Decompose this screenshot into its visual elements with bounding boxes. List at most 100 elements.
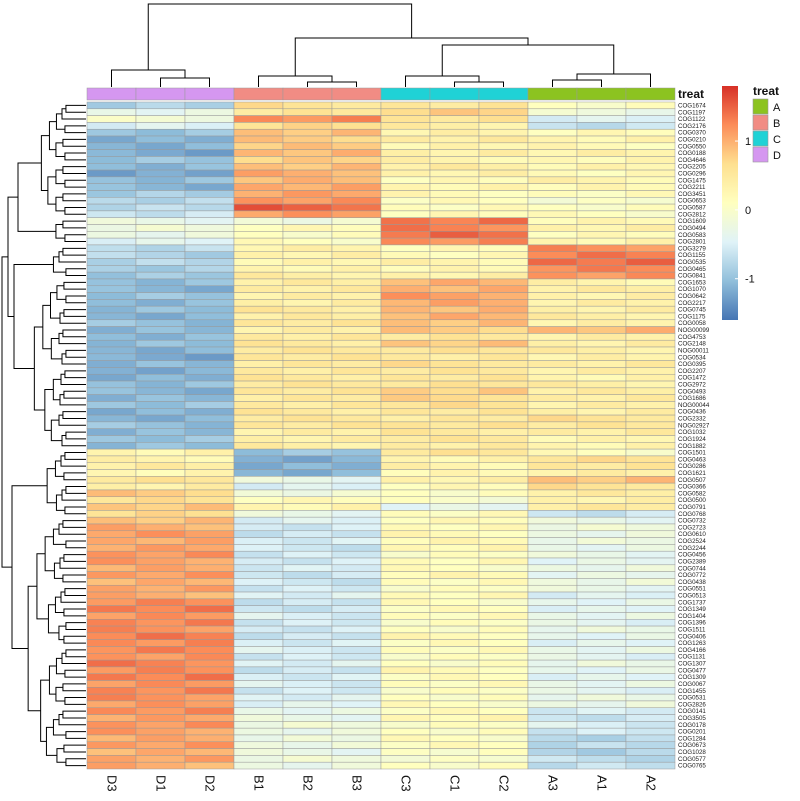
heatmap-cell	[184, 653, 235, 661]
heatmap-cell	[429, 687, 480, 695]
heatmap-cell	[233, 265, 284, 273]
heatmap-cell	[331, 544, 382, 552]
heatmap-cell	[625, 632, 676, 640]
column-label: A2	[644, 775, 659, 791]
heatmap-cell	[478, 312, 529, 321]
heatmap-cell	[429, 496, 480, 504]
heatmap-cell	[576, 156, 627, 164]
column-dendrogram-branch	[147, 3, 413, 70]
row-dendrogram-branch	[63, 635, 86, 644]
heatmap-cell	[478, 612, 529, 620]
heatmap-cell	[380, 115, 431, 123]
heatmap-cell	[86, 156, 137, 164]
heatmap-cell	[331, 251, 382, 259]
heatmap-cell	[135, 312, 186, 321]
heatmap-cell	[380, 544, 431, 552]
heatmap-cell	[527, 693, 578, 702]
heatmap-cell	[527, 435, 578, 443]
heatmap-cell	[478, 394, 529, 402]
heatmap-cell	[184, 687, 235, 695]
heatmap-cell	[184, 115, 235, 123]
row-dendrogram-branch	[63, 309, 86, 317]
treat-legend-label: A	[773, 102, 781, 114]
row-dendrogram-branch	[45, 726, 57, 756]
heatmap-cell	[625, 673, 676, 681]
heatmap-cell	[429, 639, 480, 647]
heatmap-cell	[331, 564, 382, 572]
heatmap-cell	[380, 537, 431, 545]
heatmap-cell	[86, 707, 137, 715]
heatmap-cell	[184, 278, 235, 287]
heatmap-cell	[135, 605, 186, 613]
heatmap-cell	[576, 387, 627, 395]
heatmap-cell	[527, 299, 578, 307]
heatmap-cell	[184, 237, 235, 246]
heatmap-cell	[135, 387, 186, 395]
heatmap-cell	[380, 639, 431, 647]
heatmap-cell	[576, 319, 627, 327]
heatmap-cell	[527, 489, 578, 498]
heatmap-cell	[331, 176, 382, 184]
heatmap-cell	[135, 761, 186, 770]
heatmap-cell	[233, 632, 284, 640]
row-label: COG1475	[678, 177, 706, 184]
heatmap-cell	[478, 271, 529, 280]
heatmap-cell	[576, 373, 627, 382]
row-label: COG0507	[678, 477, 706, 484]
heatmap-cell	[86, 435, 137, 443]
heatmap-cell	[135, 564, 186, 572]
row-label: COG1263	[678, 640, 706, 647]
heatmap-cell	[527, 169, 578, 178]
row-label: COG2524	[678, 538, 706, 545]
heatmap-cell	[282, 537, 333, 545]
heatmap-cell	[86, 244, 137, 252]
row-dendrogram-branch	[64, 179, 86, 188]
row-dendrogram-branch	[65, 540, 86, 549]
heatmap-cell	[86, 190, 137, 198]
row-dendrogram-branch	[1, 256, 12, 568]
heatmap-cell	[233, 319, 284, 327]
heatmap-cell	[576, 414, 627, 423]
heatmap-cell	[233, 163, 284, 171]
heatmap-cell	[380, 122, 431, 130]
heatmap-cell	[135, 231, 186, 239]
heatmap-cell	[478, 401, 529, 409]
heatmap-cell	[625, 564, 676, 572]
heatmap-cell	[527, 428, 578, 436]
heatmap-cell	[233, 659, 284, 668]
heatmap-cell	[478, 462, 529, 470]
heatmap-cell	[478, 653, 529, 661]
heatmap-cell	[625, 135, 676, 144]
heatmap-cell	[86, 632, 137, 640]
row-dendrogram-branch	[63, 744, 86, 753]
heatmap-cell	[576, 101, 627, 110]
heatmap-cell	[86, 721, 137, 729]
heatmap-cell	[184, 271, 235, 280]
heatmap-cell	[429, 448, 480, 457]
heatmap-cell	[86, 489, 137, 498]
heatmap-cell	[331, 578, 382, 586]
heatmap-cell	[233, 442, 284, 450]
heatmap-cell	[429, 360, 480, 368]
row-label: COG0296	[678, 171, 706, 178]
heatmap-cell	[331, 401, 382, 409]
heatmap-cell	[429, 224, 480, 232]
heatmap-cell	[331, 755, 382, 763]
heatmap-cell	[184, 169, 235, 178]
heatmap-cell	[625, 578, 676, 586]
heatmap-cell	[576, 550, 627, 559]
heatmap-cell	[135, 135, 186, 144]
heatmap-cell	[429, 108, 480, 116]
heatmap-cell	[135, 625, 186, 634]
heatmap-cell	[380, 530, 431, 538]
heatmap-cell	[576, 700, 627, 708]
heatmap-cell	[625, 339, 676, 348]
heatmap-cell	[380, 448, 431, 457]
heatmap-cell	[429, 101, 480, 110]
heatmap-cell	[478, 693, 529, 702]
row-dendrogram-branch	[64, 669, 86, 678]
heatmap-cell	[331, 217, 382, 225]
heatmap-cell	[331, 571, 382, 579]
heatmap-cell	[527, 632, 578, 640]
heatmap-cell	[282, 734, 333, 743]
